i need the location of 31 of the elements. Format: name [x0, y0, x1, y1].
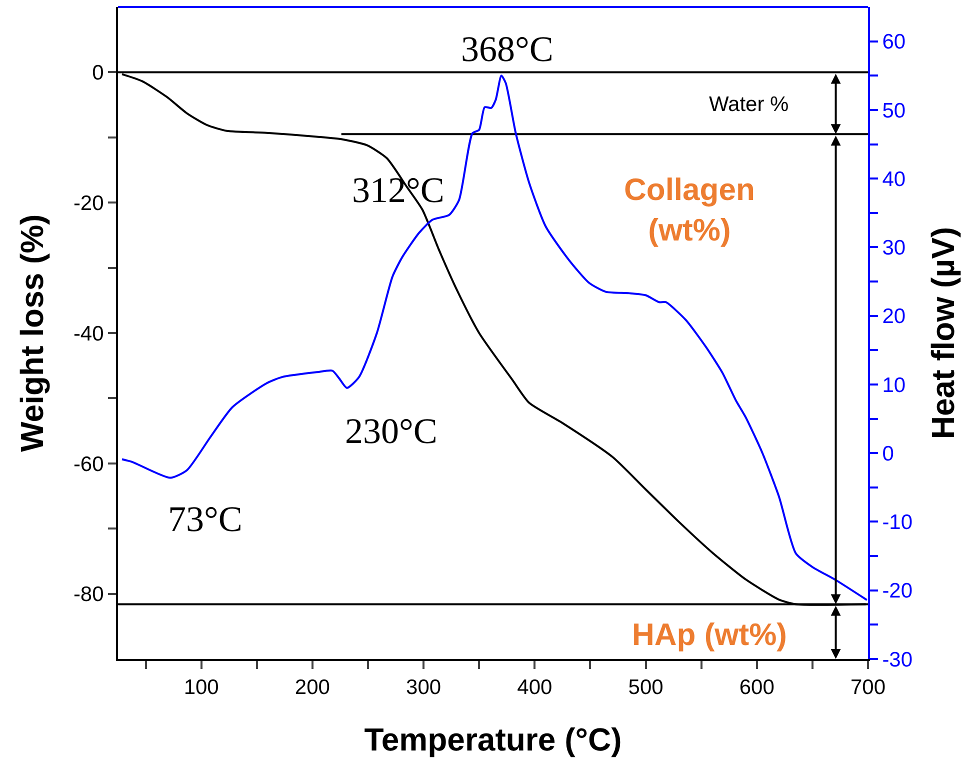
- x-tick-label: 400: [517, 676, 552, 700]
- annotation: 230°C: [345, 411, 438, 451]
- annotation: 73°C: [168, 499, 242, 539]
- x-tick-label: 600: [739, 676, 774, 700]
- annotation: 368°C: [461, 29, 554, 69]
- y-tick-label: -60: [73, 452, 104, 476]
- x-tick-label: 500: [628, 676, 664, 700]
- x-tick-label: 300: [406, 676, 442, 700]
- y2-axis-title: Heat flow (µV): [924, 226, 961, 440]
- y2-tick-label: 20: [882, 305, 906, 328]
- y2-tick-label: 30: [882, 236, 906, 260]
- y2-tick-label: 60: [882, 30, 906, 54]
- y-tick-label: -80: [73, 583, 104, 606]
- y-tick-label: -40: [73, 322, 104, 346]
- annotation: Water %: [709, 93, 789, 116]
- y-tick-label: -20: [73, 192, 104, 215]
- x-tick-label: 100: [184, 676, 219, 700]
- y-tick-label: 0: [92, 62, 104, 85]
- y-axis-title: Weight loss (%): [14, 214, 50, 452]
- y2-tick-label: 40: [882, 168, 906, 191]
- y2-tick-label: -30: [882, 648, 913, 672]
- y2-tick-label: 10: [882, 374, 906, 397]
- annotation: Collagen (wt%): [624, 172, 755, 248]
- y2-tick-label: -10: [882, 511, 913, 534]
- x-tick-label: 200: [294, 676, 330, 700]
- y2-tick-label: -20: [882, 580, 913, 603]
- y2-tick-label: 50: [882, 99, 906, 122]
- y2-tick-label: 0: [882, 442, 894, 466]
- annotation: HAp (wt%): [632, 617, 787, 652]
- x-axis-title: Temperature (°C): [364, 722, 622, 758]
- x-tick-label: 700: [850, 676, 886, 700]
